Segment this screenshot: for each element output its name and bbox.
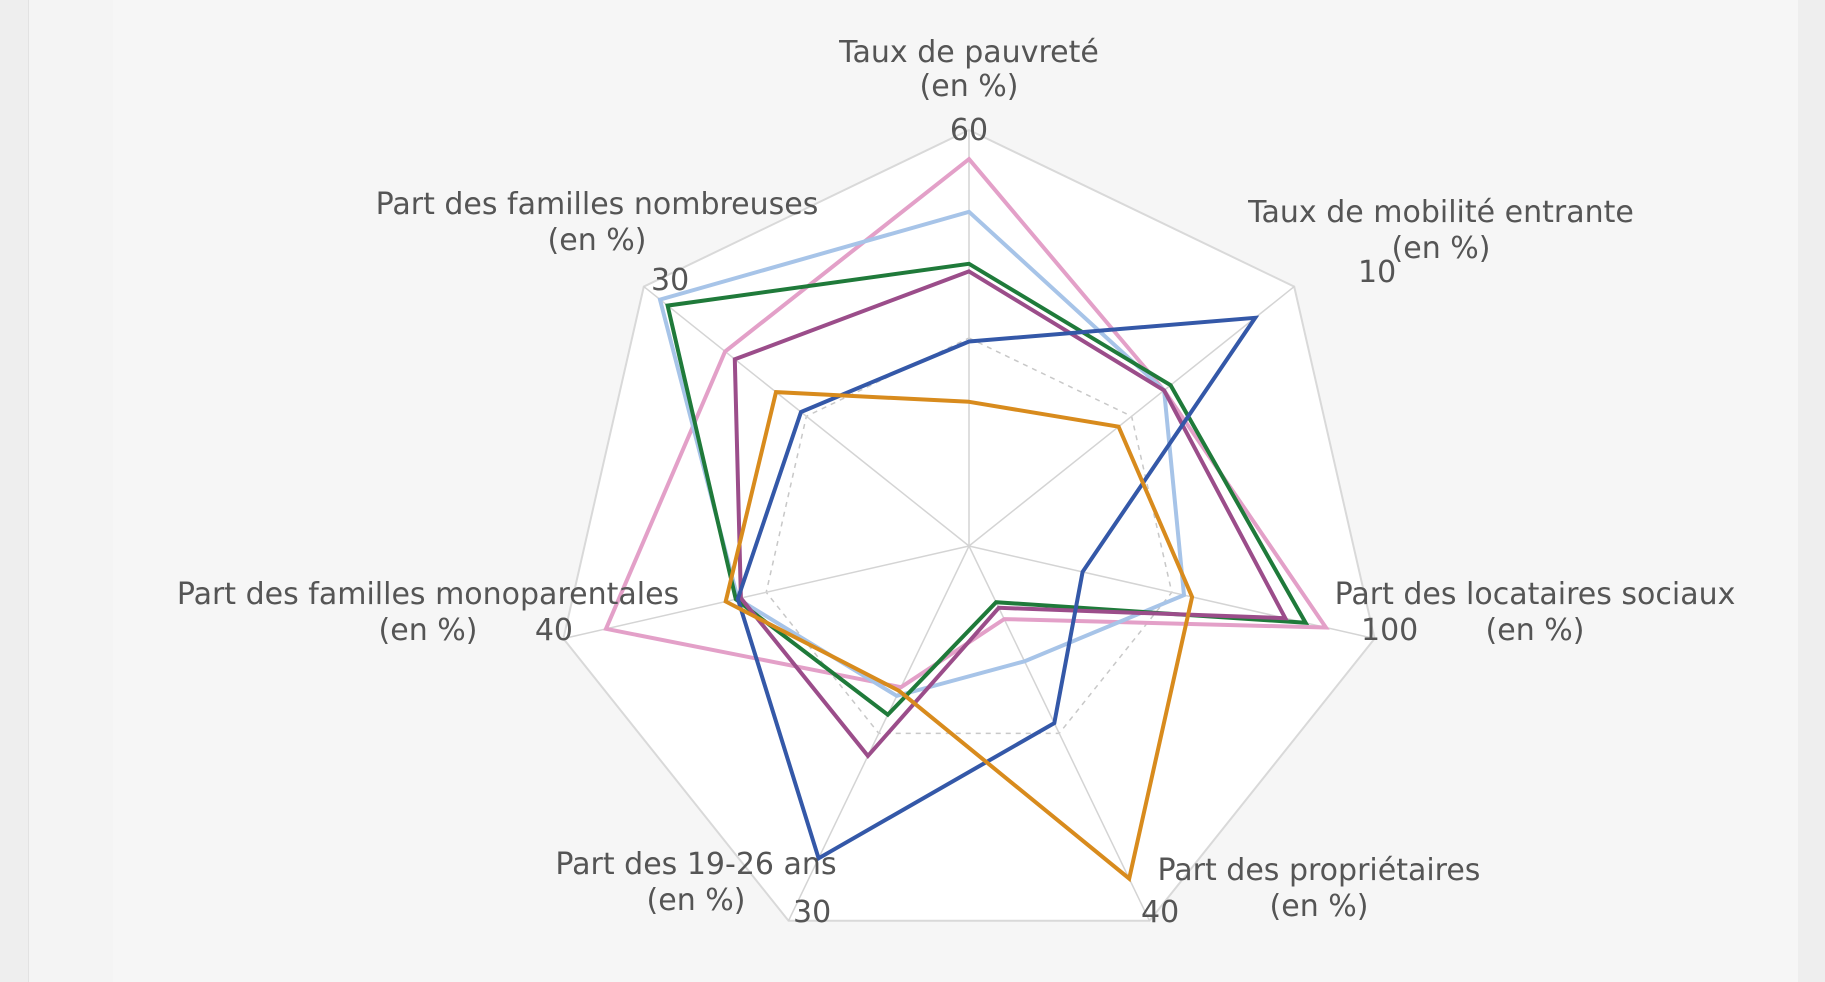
axis-title: (en %) xyxy=(379,613,478,648)
series-line xyxy=(665,261,1310,718)
series-line xyxy=(723,390,1195,883)
axis-spoke xyxy=(968,286,1295,547)
axis-title: (en %) xyxy=(920,69,1019,104)
axis-max-label: 40 xyxy=(1141,895,1179,930)
axis-title: Part des propriétaires xyxy=(1158,853,1481,888)
axis-title: Part des familles monoparentales xyxy=(177,577,679,612)
radar-grid xyxy=(562,128,1376,922)
axis-title: (en %) xyxy=(647,883,746,918)
axis-title: (en %) xyxy=(1392,231,1491,266)
chart-frame: Taux de pauvreté (en %) 60 Taux de mobilité… xyxy=(28,0,1798,982)
axis-spoke xyxy=(643,286,970,547)
axis-max-label: 100 xyxy=(1361,613,1418,648)
axis-max-label: 10 xyxy=(1358,255,1396,290)
grid-inner-ring xyxy=(765,337,1173,735)
axis-title: (en %) xyxy=(548,223,647,258)
series-line xyxy=(732,269,1289,760)
axis-spoke xyxy=(563,545,970,640)
axis-max-label: 30 xyxy=(651,263,689,298)
axis-title: (en %) xyxy=(1270,889,1369,924)
axis-title: Part des locataires sociaux xyxy=(1335,577,1736,612)
axis-max-label: 40 xyxy=(535,613,573,648)
axis-title: (en %) xyxy=(1486,613,1585,648)
series-line xyxy=(735,315,1260,862)
series-line xyxy=(657,209,1187,699)
axis-title: Part des 19-26 ans xyxy=(555,847,836,882)
series-line xyxy=(603,156,1330,690)
axis-max-label: 30 xyxy=(793,895,831,930)
axis-max-label: 60 xyxy=(950,113,988,148)
radar-series xyxy=(603,156,1330,883)
axis-title: Taux de pauvreté xyxy=(838,35,1099,70)
chart-panel: Taux de pauvreté (en %) 60 Taux de mobilité… xyxy=(113,0,1798,982)
axis-title: Part des familles nombreuses xyxy=(376,187,819,222)
axis-title: Taux de mobilité entrante xyxy=(1247,195,1634,230)
